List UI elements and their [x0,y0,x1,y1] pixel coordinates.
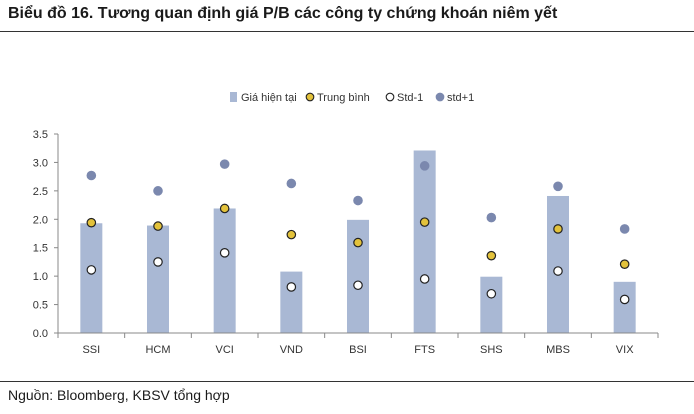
dot-std-1-bsi [353,195,363,206]
x-tick-label-vix: VIX [616,344,634,356]
dot-trung-b-nh-bsi [353,237,363,248]
dot-std-1-mbs [553,181,563,192]
dot-std-1-ssi [86,170,97,181]
dot-std-1-shs [486,212,497,223]
y-tick-label: 3.0 [33,157,48,169]
legend-dot-swatch [305,92,315,102]
bar-series [80,150,636,333]
dot-std-1-vci [219,159,230,169]
dot-std-1-fts [419,161,430,171]
x-tick-label-vnd: VND [280,344,303,356]
y-tick-label: 3.5 [33,129,48,141]
bar-mbs [547,195,569,333]
legend-dot-swatch [385,92,395,102]
legend-label: Giá hiện tại [241,92,297,104]
y-tick-label: 0.0 [33,328,48,340]
dot-std-1-shs [486,288,497,299]
legend-label: std+1 [447,92,474,104]
dot-std-1-hcm [153,257,163,267]
dot-std-1-ssi [86,265,97,275]
y-tick-label: 2.5 [33,186,48,198]
x-tick-label-hcm: HCM [145,344,170,356]
x-tick-label-shs: SHS [480,344,503,356]
dot-series [86,159,630,305]
dot-trung-b-nh-ssi [86,217,97,228]
dot-std-1-vnd [286,282,297,292]
source-note: Nguồn: Bloomberg, KBSV tổng hợp [8,387,230,403]
legend-bar-swatch [230,92,237,102]
dot-std-1-vix [619,294,630,305]
dot-std-1-vnd [286,178,297,189]
axis-labels: 0.0 0.5 1.0 1.5 2.0 2.5 3.0 3.5 SSI HCM VCI VND BSI F… [33,129,634,356]
y-tick-label: 2.0 [33,214,48,226]
dot-std-1-vci [219,248,230,258]
footer-divider [0,381,694,382]
x-tick-label-bsi: BSI [349,344,367,356]
x-tick-label-ssi: SSI [82,344,100,356]
dot-std-1-fts [419,274,430,284]
dot-std-1-vix [619,224,630,234]
x-tick-label-vci: VCI [215,344,233,356]
chart-axes [54,133,659,338]
bar-shs [480,276,503,333]
dot-std-1-hcm [153,186,163,196]
bar-vnd [280,271,303,333]
dot-trung-b-nh-hcm [153,221,163,231]
dot-trung-b-nh-vix [619,259,630,270]
legend-label: Trung bình [317,92,370,104]
title-divider [0,31,694,32]
x-tick-label-mbs: MBS [546,344,570,356]
y-tick-label: 1.5 [33,243,48,255]
chart-title: Biểu đồ 16. Tương quan định giá P/B các … [8,5,558,22]
bar-vci [213,208,236,333]
bar-bsi [347,219,369,333]
bar-vix [613,281,636,333]
dot-trung-b-nh-mbs [553,224,563,234]
legend-dot-swatch [435,92,445,102]
chart-legend: Giá hiện tại Trung bình Std-1 std+1 [230,92,474,104]
dot-trung-b-nh-vci [219,203,230,214]
dot-trung-b-nh-fts [419,217,430,227]
bar-hcm [147,225,169,333]
bar-ssi [80,223,103,333]
y-tick-label: 0.5 [33,300,48,312]
dot-std-1-bsi [353,280,363,291]
dot-trung-b-nh-vnd [286,229,297,240]
pb-valuation-chart: Giá hiện tại Trung bình Std-1 std+1 0.0 0.5 1… [33,92,659,356]
dot-trung-b-nh-shs [486,250,497,261]
bar-fts [413,150,436,333]
legend-label: Std-1 [397,92,423,104]
y-tick-label: 1.0 [33,271,48,283]
dot-std-1-mbs [553,266,563,276]
x-tick-label-fts: FTS [414,344,435,356]
